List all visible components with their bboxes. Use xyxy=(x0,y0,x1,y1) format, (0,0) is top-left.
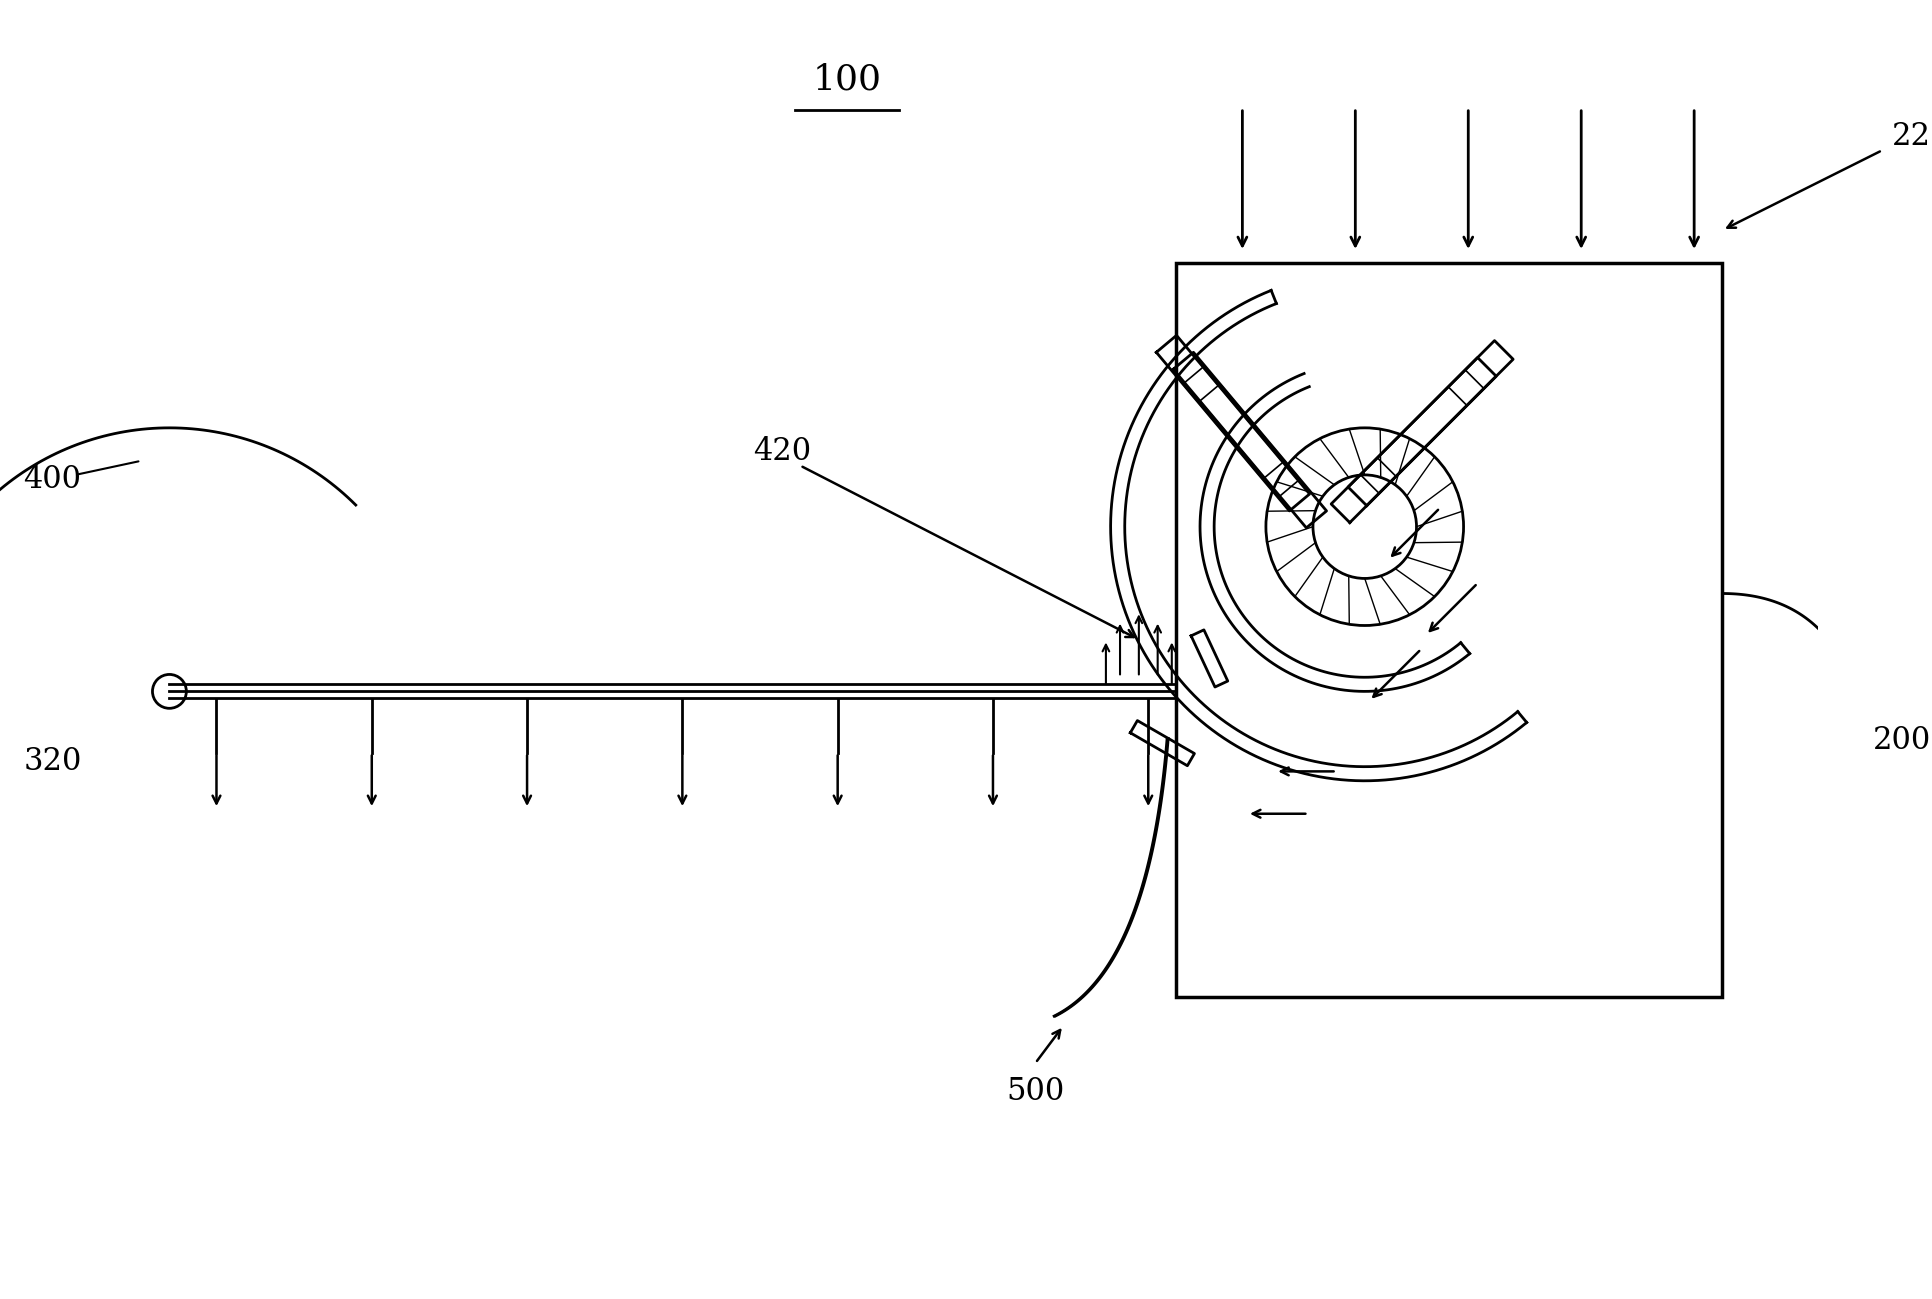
Text: 500: 500 xyxy=(1007,1076,1065,1107)
Text: 100: 100 xyxy=(813,62,881,96)
Text: 320: 320 xyxy=(23,747,81,778)
Text: 220: 220 xyxy=(1891,121,1932,152)
Text: 420: 420 xyxy=(753,436,811,466)
Text: 200: 200 xyxy=(1872,725,1932,756)
Text: 400: 400 xyxy=(23,464,81,495)
Bar xyxy=(1177,264,1723,998)
